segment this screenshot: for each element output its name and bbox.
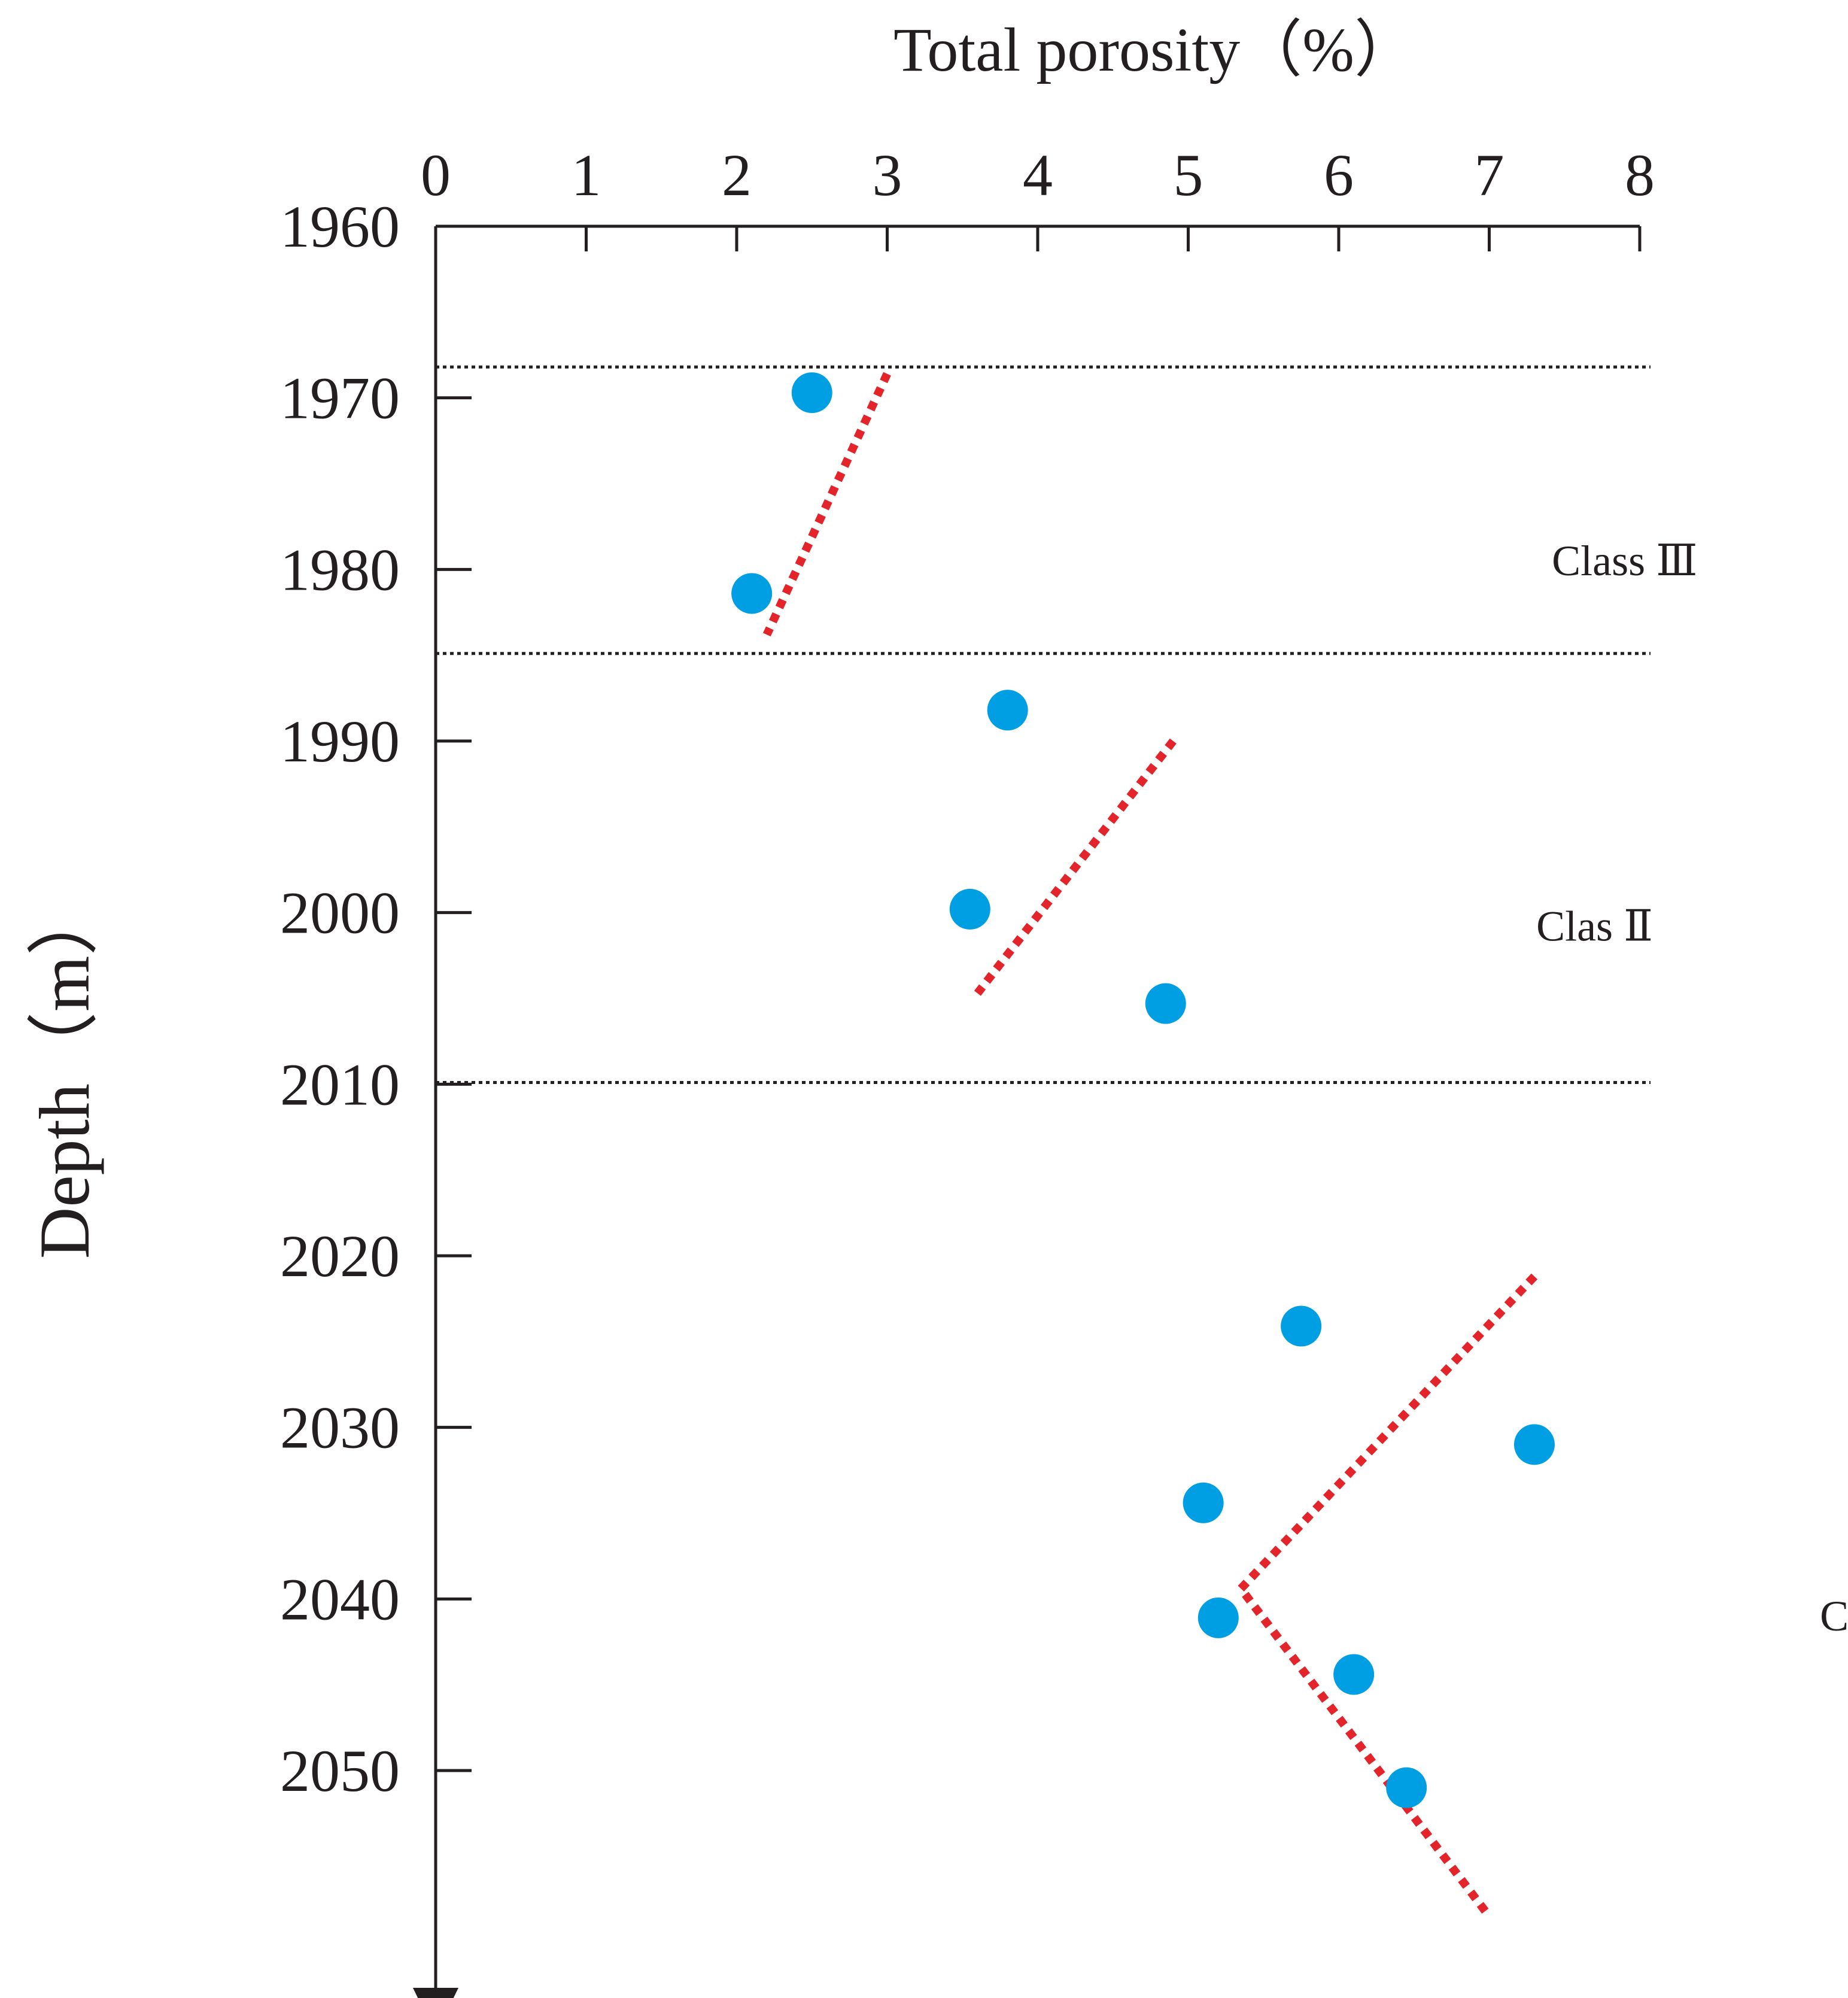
y-tick-label: 2050 (280, 1738, 400, 1804)
y-tick-label: 2000 (280, 880, 400, 946)
y-tick-label: 1960 (280, 193, 400, 260)
trend-lines (762, 372, 1538, 1919)
x-tick-label: 1 (572, 142, 601, 208)
class-boundaries (436, 365, 1651, 1084)
data-point (1386, 1767, 1427, 1808)
y-tick-label: 2030 (280, 1395, 400, 1461)
x-tick-label: 0 (421, 142, 451, 208)
x-axis-title: Total porosity（%） (893, 16, 1417, 84)
data-point (1145, 983, 1186, 1024)
x-tick-label: 4 (1023, 142, 1053, 208)
x-tick-label: 5 (1174, 142, 1203, 208)
class-label: Class Ⅰ (1820, 1592, 1848, 1640)
class-labels: Class Ⅲ Clas Ⅱ Class Ⅰ (1536, 537, 1848, 1640)
y-tick-label: 1990 (280, 708, 400, 775)
trend-line (974, 738, 1177, 996)
class-label: Class Ⅲ (1552, 537, 1697, 585)
axes (413, 224, 1640, 1998)
data-point (1183, 1482, 1224, 1523)
data-point (1513, 1424, 1555, 1465)
y-tick-label: 2020 (280, 1223, 400, 1289)
y-axis-ticks: 1960 1970 1980 1990 2000 2010 2020 2030 2040 2050 (280, 193, 472, 1804)
y-tick-label: 1970 (280, 365, 400, 432)
y-axis-arrow (413, 1988, 458, 1998)
data-point (1281, 1305, 1322, 1347)
trend-line (1235, 1273, 1538, 1919)
data-point (987, 690, 1028, 731)
x-tick-label: 3 (873, 142, 902, 208)
data-point (949, 888, 990, 930)
y-tick-label: 2040 (280, 1566, 400, 1632)
data-point (1333, 1654, 1375, 1695)
data-point (731, 573, 773, 614)
data-point (1197, 1597, 1239, 1638)
x-tick-label: 6 (1324, 142, 1354, 208)
class-label: Clas Ⅱ (1536, 903, 1653, 951)
x-tick-label: 2 (722, 142, 752, 208)
y-axis-title: Depth（m） (25, 884, 104, 1259)
data-point (791, 372, 832, 414)
x-tick-label: 8 (1625, 142, 1655, 208)
data-points (731, 372, 1555, 1808)
x-axis-ticks: 0 1 2 3 4 5 6 7 8 (421, 142, 1655, 251)
x-tick-label: 7 (1475, 142, 1504, 208)
y-tick-label: 1980 (280, 536, 400, 603)
trend-line (762, 372, 891, 637)
y-tick-label: 2010 (280, 1051, 400, 1118)
